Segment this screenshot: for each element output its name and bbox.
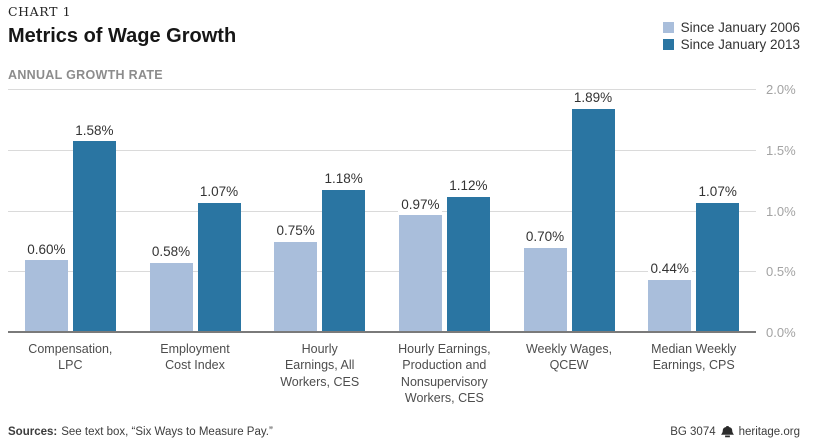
sources-note: Sources: See text box, “Six Ways to Measu…	[8, 426, 273, 438]
sources-label: Sources:	[8, 426, 58, 438]
legend-item-since-2013: Since January 2013	[662, 37, 800, 52]
legend-swatch-2006-icon	[662, 22, 674, 33]
y-tick-label: 2.0%	[766, 82, 796, 97]
bar-column: 0.44%	[647, 90, 692, 333]
y-axis: 0.0% 0.5% 1.0% 1.5% 2.0%	[766, 82, 818, 340]
bar-column: 1.07%	[695, 90, 740, 333]
bar-group: 0.70% 1.89%	[507, 90, 632, 333]
bar-value-label: 0.58%	[148, 244, 194, 260]
page-title: Metrics of Wage Growth	[8, 25, 237, 47]
x-category-label: Hourly Earnings, All Workers, CES	[280, 342, 360, 389]
x-category-label: Median Weekly Earnings, CPS	[651, 342, 737, 373]
bar-column: 0.60%	[24, 90, 69, 333]
y-tick-label: 0.5%	[766, 264, 796, 280]
legend-item-since-2006: Since January 2006	[662, 20, 800, 35]
y-tick-label: 1.5%	[766, 142, 796, 158]
bar-group: 0.97% 1.12%	[382, 90, 507, 333]
doc-id: BG 3074	[670, 426, 716, 438]
bar-value-label: 0.70%	[522, 229, 568, 245]
legend-label-2006: Since January 2006	[680, 20, 800, 35]
bar-column: 0.75%	[273, 90, 318, 333]
sources-text: See text box, “Six Ways to Measure Pay.”	[61, 426, 273, 438]
x-category-label: Hourly Earnings, Production and Nonsuper…	[398, 342, 491, 405]
bar-value-label: 0.60%	[24, 241, 69, 258]
y-tick-label: 1.0%	[766, 203, 796, 219]
bar-since-2013	[322, 189, 366, 333]
gridline	[8, 210, 756, 212]
legend-label-2013: Since January 2013	[680, 37, 800, 52]
legend: Since January 2006 Since January 2013	[662, 20, 800, 52]
bar-since-2013	[696, 203, 740, 333]
gridline	[8, 89, 756, 90]
bar-column: 1.58%	[72, 90, 117, 333]
bar-since-2013	[72, 141, 116, 333]
x-category-label: Employment Cost Index	[160, 342, 230, 373]
bar-value-label: 0.75%	[273, 223, 318, 239]
site-link[interactable]: heritage.org	[738, 426, 800, 438]
bar-value-label: 1.07%	[196, 184, 242, 200]
bar-group: 0.44% 1.07%	[631, 90, 756, 333]
plot-area: 0.60% 1.58% 0.58% 1.07% 0.75% 1.18% 0.97% 1.12%…	[8, 89, 756, 333]
bar-since-2006	[523, 247, 567, 333]
bar-column: 0.97%	[398, 90, 443, 333]
bar-since-2013	[571, 108, 615, 333]
bar-since-2006	[398, 215, 442, 333]
bar-since-2006	[274, 241, 318, 333]
bar-value-label: 1.18%	[321, 171, 366, 187]
chart-subtitle: ANNUAL GROWTH RATE	[8, 68, 163, 82]
bar-column: 1.18%	[321, 90, 366, 333]
x-axis-baseline	[8, 331, 756, 333]
bar-column: 1.12%	[446, 90, 491, 333]
bar-value-label: 0.97%	[398, 196, 443, 213]
bar-column: 1.07%	[196, 90, 242, 333]
x-category-label: Compensation, LPC	[28, 342, 113, 373]
bar-value-label: 1.89%	[570, 90, 616, 106]
gridline	[8, 271, 756, 273]
bar-group: 0.58% 1.07%	[133, 90, 258, 333]
bar-since-2013	[197, 203, 241, 333]
bar-value-label: 1.07%	[695, 184, 740, 200]
bar-group: 0.60% 1.58%	[8, 90, 133, 333]
bar-group: 0.75% 1.18%	[257, 90, 382, 333]
legend-swatch-2013-icon	[662, 39, 674, 50]
bar-value-label: 1.58%	[72, 122, 117, 139]
chart-kicker: CHART 1	[8, 4, 72, 19]
bar-since-2006	[149, 262, 193, 333]
bar-value-label: 0.44%	[647, 261, 692, 277]
bar-since-2006	[648, 279, 692, 333]
bar-column: 0.70%	[522, 90, 568, 333]
bar-groups: 0.60% 1.58% 0.58% 1.07% 0.75% 1.18% 0.97% 1.12%…	[8, 90, 756, 333]
footer: Sources: See text box, “Six Ways to Measu…	[8, 426, 800, 438]
bar-column: 1.89%	[570, 90, 616, 333]
bar-since-2013	[446, 196, 490, 333]
x-category-label: Weekly Wages, QCEW	[525, 342, 613, 373]
x-labels: Compensation, LPC Employment Cost Index Ho…	[8, 341, 756, 406]
footer-right: BG 3074 heritage.org	[670, 426, 800, 438]
liberty-bell-icon	[720, 426, 734, 438]
bar-column: 0.58%	[148, 90, 194, 333]
y-tick-label: 0.0%	[766, 325, 796, 340]
gridline	[8, 149, 756, 151]
bar-value-label: 1.12%	[446, 178, 491, 194]
bar-since-2006	[24, 260, 68, 333]
